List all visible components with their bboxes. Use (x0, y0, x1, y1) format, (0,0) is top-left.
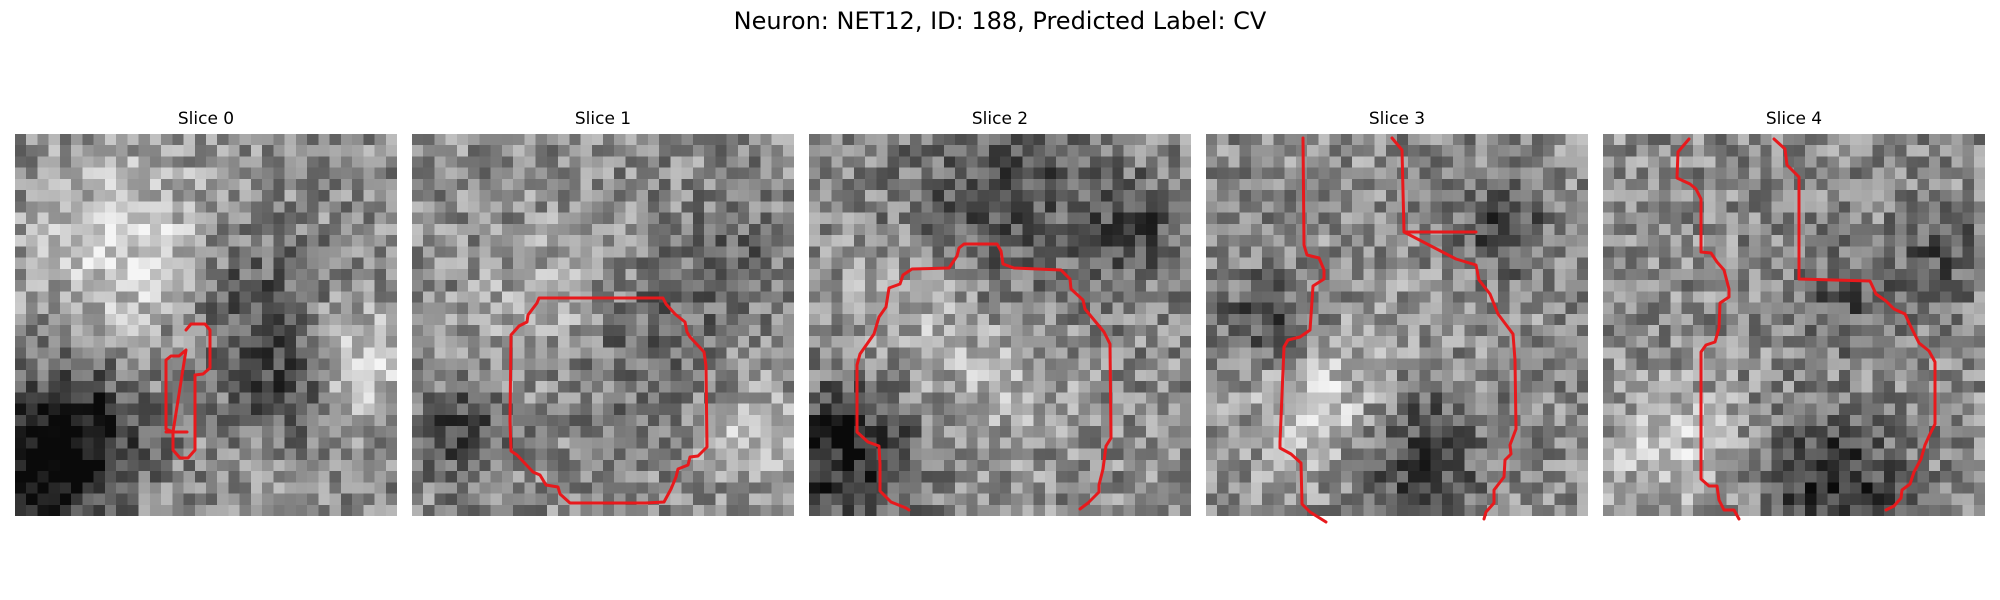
slice-title: Slice 4 (1603, 108, 1985, 130)
slice-panel-3: Slice 3 (1206, 108, 1588, 528)
roi-contour (166, 324, 210, 458)
roi-contour-overlay (15, 134, 397, 516)
microscopy-image (15, 134, 397, 516)
slice-title: Slice 0 (15, 108, 397, 130)
roi-contour-overlay (412, 134, 794, 516)
slice-title: Slice 2 (809, 108, 1191, 130)
roi-contour (1677, 139, 1935, 519)
roi-contour (857, 244, 1111, 510)
microscopy-image (1603, 134, 1985, 516)
roi-contour-overlay (809, 134, 1191, 516)
roi-contour-overlay (1206, 134, 1588, 516)
slice-panel-4: Slice 4 (1603, 108, 1985, 528)
microscopy-image (412, 134, 794, 516)
figure-title: Neuron: NET12, ID: 188, Predicted Label:… (0, 6, 2000, 36)
slice-title: Slice 1 (412, 108, 794, 130)
roi-contour (510, 298, 707, 503)
roi-contour-overlay (1603, 134, 1985, 516)
roi-contour (1280, 138, 1516, 522)
microscopy-image (1206, 134, 1588, 516)
slice-panel-0: Slice 0 (15, 108, 397, 528)
slice-title: Slice 3 (1206, 108, 1588, 130)
slice-panel-2: Slice 2 (809, 108, 1191, 528)
microscopy-image (809, 134, 1191, 516)
slice-panel-1: Slice 1 (412, 108, 794, 528)
